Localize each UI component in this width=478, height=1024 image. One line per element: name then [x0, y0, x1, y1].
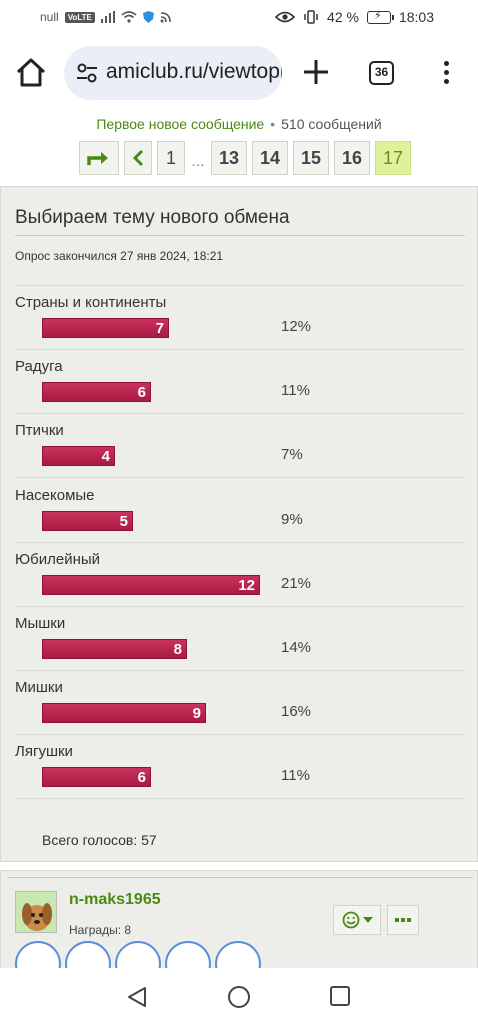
poll-option: Птички 4 7%: [15, 414, 465, 479]
battery-percent: 42 %: [327, 9, 359, 25]
poll-option-percent: 11%: [281, 382, 310, 400]
divider: [15, 285, 465, 286]
poll-ended-text: Опрос закончился 27 янв 2024, 18:21: [15, 249, 224, 263]
status-bar: null VoLTE 42 % ⚡ 18:03: [0, 0, 478, 36]
post-divider: [7, 877, 473, 878]
poll-option: Страны и континенты 7 12%: [15, 286, 465, 350]
poll-option-label: Лягушки: [15, 743, 73, 761]
poll-option-percent: 11%: [281, 767, 310, 785]
menu-icon[interactable]: [436, 58, 456, 88]
poll-option-bar: 6: [42, 767, 151, 788]
poll-option-label: Птички: [15, 422, 64, 440]
shield-icon: [142, 11, 154, 23]
poll-option-bar: 9: [42, 703, 206, 724]
clock: 18:03: [398, 9, 434, 25]
dog-avatar-icon: [16, 892, 56, 932]
wifi-icon: [121, 11, 137, 23]
poll-option-votes: 6: [137, 769, 146, 787]
separator: •: [270, 116, 276, 132]
post-username[interactable]: n-maks1965: [69, 891, 161, 908]
poll-option-votes: 12: [238, 576, 255, 594]
first-new-post-link[interactable]: Первое новое сообщение: [96, 116, 265, 132]
poll-title: Выбираем тему нового обмена: [15, 207, 290, 228]
poll-option-percent: 14%: [281, 639, 312, 656]
jump-arrow-icon: [87, 152, 108, 165]
page-1[interactable]: 1: [157, 141, 185, 175]
vibrate-icon: [304, 10, 318, 24]
signal-icon: [100, 11, 115, 23]
poll-option-percent: 12%: [281, 318, 312, 335]
poll-panel: Выбираем тему нового обмена Опрос законч…: [0, 186, 478, 862]
title-divider: [15, 235, 465, 236]
poll-option: Насекомые 5 9%: [15, 479, 465, 543]
message-count: 510 сообщений: [281, 116, 382, 132]
poll-option-percent: 16%: [281, 703, 312, 721]
home-icon[interactable]: [14, 56, 48, 90]
poll-option-votes: 5: [119, 512, 128, 530]
poll-total-votes: Всего голосов: 57: [42, 832, 157, 848]
page-14[interactable]: 14: [252, 141, 288, 175]
page-13[interactable]: 13: [211, 141, 247, 175]
page-15[interactable]: 15: [293, 141, 329, 175]
nfc-icon: [160, 11, 171, 22]
pagination-ellipsis: …: [191, 153, 205, 169]
url-text: amiclub.ru/viewtopic: [106, 60, 282, 83]
pagination: 1 … 13 14 15 16 17: [79, 141, 411, 175]
recents-icon[interactable]: [330, 986, 350, 1006]
system-nav-bar: [0, 968, 478, 1024]
volte-icon: VoLTE: [64, 11, 95, 23]
poll-option-label: Страны и континенты: [15, 294, 167, 311]
poll-option-votes: 6: [137, 384, 146, 402]
smile-icon: [342, 911, 359, 929]
poll-option-bar: 6: [42, 382, 151, 403]
prev-page-button[interactable]: [124, 141, 152, 175]
poll-option: Мышки 8 14%: [15, 607, 465, 671]
address-bar[interactable]: amiclub.ru/viewtopic: [64, 46, 282, 100]
poll-option: Лягушки 6 11%: [15, 735, 465, 800]
site-settings-icon[interactable]: [76, 63, 98, 83]
poll-option: Юбилейный 12 21%: [15, 543, 465, 607]
browser-toolbar: amiclub.ru/viewtopic 36: [0, 36, 478, 110]
battery-icon: ⚡: [366, 10, 394, 24]
eye-icon: [275, 11, 296, 23]
poll-option-label: Радуга: [15, 358, 63, 376]
poll-option-bar: 7: [42, 318, 169, 338]
awards-count: Награды: 8: [69, 923, 132, 937]
poll-option-votes: 7: [155, 320, 164, 337]
poll-option-label: Юбилейный: [15, 550, 101, 568]
poll-option-percent: 9%: [281, 510, 303, 528]
topic-info: Первое новое сообщение • 510 сообщений: [0, 116, 478, 132]
carrier-label: null: [40, 10, 59, 24]
poll-option-votes: 4: [101, 448, 110, 466]
poll-option-label: Мишки: [15, 679, 63, 697]
poll-option-label: Насекомые: [15, 486, 95, 504]
poll-option-label: Мышки: [15, 615, 66, 632]
new-tab-icon[interactable]: [300, 56, 332, 88]
back-icon[interactable]: [126, 986, 148, 1008]
tabs-icon[interactable]: 36: [369, 61, 394, 85]
post-header: n-maks1965 Награды: 8: [0, 870, 478, 987]
poll-option-votes: 9: [192, 705, 201, 723]
page-16[interactable]: 16: [334, 141, 370, 175]
poll-option-votes: 8: [173, 641, 182, 658]
poll-option-bar: 12: [42, 574, 260, 595]
poll-option-bar: 5: [42, 510, 133, 531]
caret-down-icon: [362, 917, 373, 923]
poll-option: Мишки 9 16%: [15, 671, 465, 736]
reaction-button[interactable]: [333, 905, 381, 935]
poll-option-bar: 4: [42, 446, 115, 467]
poll-option-bar: 8: [42, 639, 187, 659]
chevron-left-icon: [132, 149, 144, 167]
poll-option-percent: 21%: [281, 574, 312, 592]
page-current: 17: [375, 141, 411, 175]
post-actions-button[interactable]: [387, 905, 419, 935]
avatar[interactable]: [15, 891, 57, 933]
home-nav-icon[interactable]: [227, 985, 251, 1009]
poll-option: Радуга 6 11%: [15, 350, 465, 415]
poll-option-percent: 7%: [281, 446, 303, 464]
jump-to-page-button[interactable]: [79, 141, 119, 175]
